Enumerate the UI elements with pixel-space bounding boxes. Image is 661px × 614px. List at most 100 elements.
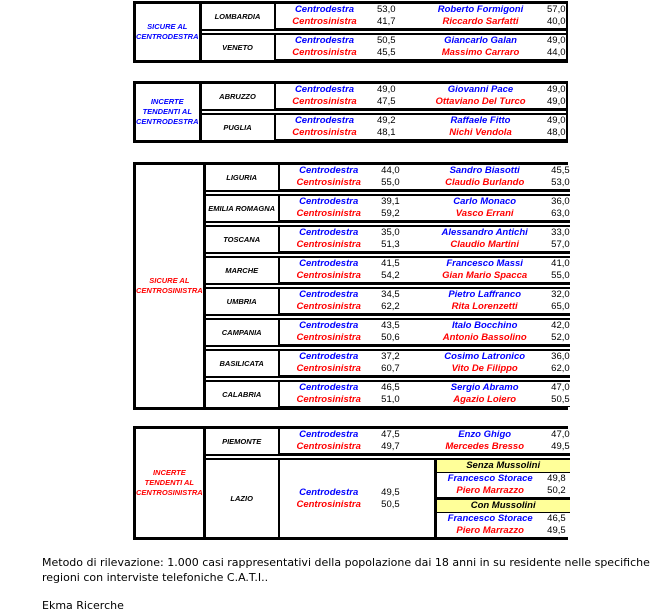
region-name: PIEMONTE: [206, 429, 280, 454]
candidate-pct: 46,5: [547, 513, 566, 524]
candidate-name: Raffaele Fitto: [450, 115, 511, 126]
coalition-pct: 47,5: [377, 96, 396, 107]
coalition-pct: 49,2: [377, 115, 396, 126]
region-box: EMILIA ROMAGNA Centrodestra 39,1 Carlo Mona…: [205, 194, 570, 223]
category-label: SICURE AL CENTROSINISTRA: [136, 165, 206, 407]
candidate-pct: 57,0: [547, 4, 566, 15]
result-row: Centrosinistra 54,2 Gian Mario Spacca 55,0: [279, 270, 570, 283]
coalition-pct: 50,5: [381, 498, 400, 510]
result-row: Centrosinistra 59,2 Vasco Errani 63,0: [279, 208, 570, 221]
region-group-block: SICURE AL CENTROSINISTRA LIGURIA Centrodes…: [133, 162, 570, 410]
region-box: PUGLIA Centrodestra 49,2 Raffaele Fitto 49,0…: [201, 113, 566, 140]
result-row: Centrodestra 41,5 Francesco Massi 41,0: [280, 258, 570, 270]
result-row: Centrodestra 49,2 Raffaele Fitto 49,0: [276, 115, 566, 127]
result-rows: Centrodestra 46,5 Sergio Abramo 47,0 Centros…: [279, 382, 570, 407]
coalition-name: Centrosinistra: [296, 363, 361, 374]
candidate-pct: 57,0: [551, 239, 570, 250]
region-box: ABRUZZO Centrodestra 49,0 Giovanni Pace 49,0…: [201, 84, 566, 111]
region-name: BASILICATA: [206, 351, 280, 376]
coalition-pct: 50,5: [377, 35, 396, 46]
coalition-pct: 43,5: [381, 320, 400, 331]
region-group-block: INCERTE TENDENTI AL CENTRODESTRA ABRUZZO C…: [133, 81, 568, 143]
candidate-pct: 50,2: [547, 485, 566, 496]
candidate-name: Claudio Martini: [450, 239, 519, 250]
coalition-name: Centrodestra: [299, 382, 359, 393]
coalition-pct: 34,5: [381, 289, 400, 300]
region-name: UMBRIA: [206, 289, 280, 314]
scenario-list: Senza Mussolini Francesco Storace 49,8 Pier…: [436, 460, 570, 537]
candidate-name: Massimo Carraro: [441, 47, 520, 58]
region-name: LAZIO: [206, 460, 280, 537]
candidate-pct: 42,0: [551, 320, 570, 331]
coalition-name: Centrosinistra: [296, 394, 361, 405]
candidate-name: Francesco Storace: [447, 473, 533, 484]
coalition-name: Centrodestra: [299, 196, 359, 207]
candidate-name: Enzo Ghigo: [458, 429, 512, 440]
region-box: BASILICATA Centrodestra 37,2 Cosimo Latroni…: [205, 349, 570, 378]
category-label: SICURE AL CENTRODESTRA: [136, 4, 202, 60]
candidate-pct: 41,0: [551, 258, 570, 269]
coalition-pct: 44,0: [381, 165, 400, 176]
candidate-pct: 48,0: [547, 127, 566, 138]
candidate-pct: 63,0: [551, 208, 570, 219]
candidate-pct: 49,5: [547, 525, 566, 536]
region-box: TOSCANA Centrodestra 35,0 Alessandro Antich…: [205, 225, 570, 254]
result-row: Centrosinistra 41,7 Riccardo Sarfatti 40,0: [275, 16, 566, 29]
region-name: VENETO: [202, 35, 276, 60]
result-rows: Centrodestra 43,5 Italo Bocchino 42,0 Centro…: [279, 320, 570, 345]
region-list: ABRUZZO Centrodestra 49,0 Giovanni Pace 49,0…: [201, 84, 566, 140]
coalition-name: Centrodestra: [294, 35, 355, 46]
coalition-name: Centrodestra: [299, 351, 359, 362]
candidate-name: Rita Lorenzetti: [451, 301, 518, 312]
result-rows: Centrodestra 50,5 Giancarlo Galan 49,0 Centr…: [275, 35, 566, 60]
coalition-name: Centrosinistra: [292, 47, 357, 58]
coalition-name: Centrosinistra: [296, 498, 361, 510]
region-box: UMBRIA Centrodestra 34,5 Pietro Laffranco 32…: [205, 287, 570, 316]
result-rows: Centrodestra 47,5 Enzo Ghigo 47,0 Centrosini…: [279, 429, 570, 454]
region-group-block: INCERTE TENDENTI AL CENTROSINISTRA PIEMON…: [133, 426, 570, 540]
coalition-pct: 55,0: [381, 177, 400, 188]
candidate-name: Riccardo Sarfatti: [442, 16, 519, 27]
scenario: Senza Mussolini Francesco Storace 49,8 Pier…: [436, 460, 570, 497]
coalition-results: Centrodestra 49,5 Centrosinistra 50,5: [280, 460, 437, 537]
result-rows: Centrodestra 49,2 Raffaele Fitto 49,0 Centro…: [275, 115, 566, 140]
coalition-pct: 51,0: [381, 394, 400, 405]
coalition-name: Centrodestra: [299, 258, 359, 269]
candidate-pct: 36,0: [551, 351, 570, 362]
result-row: Centrodestra 49,0 Giovanni Pace 49,0: [276, 84, 566, 96]
category-label: INCERTE TENDENTI AL CENTRODESTRA: [136, 84, 202, 140]
region-name: CAMPANIA: [206, 320, 280, 345]
region-name: LOMBARDIA: [202, 4, 276, 29]
result-row: Centrosinistra 55,0 Claudio Burlando 53,0: [279, 177, 570, 190]
candidate-name: Vasco Errani: [455, 208, 514, 219]
candidate-pct: 49,0: [547, 35, 566, 46]
result-row: Centrosinistra 51,3 Claudio Martini 57,0: [279, 239, 570, 252]
candidate-name: Sandro Biasotti: [449, 165, 520, 176]
region-box: LOMBARDIA Centrodestra 53,0 Roberto Formigo…: [201, 4, 566, 31]
candidate-pct: 53,0: [551, 177, 570, 188]
coalition-pct: 39,1: [381, 196, 400, 207]
result-row: Centrodestra 44,0 Sandro Biasotti 45,5: [280, 165, 570, 177]
candidate-name: Mercedes Bresso: [445, 441, 525, 452]
result-rows: Centrodestra 53,0 Roberto Formigoni 57,0 Cen…: [275, 4, 566, 29]
coalition-name: Centrosinistra: [296, 239, 361, 250]
coalition-name: Centrodestra: [294, 115, 355, 126]
result-row: Centrodestra 47,5 Enzo Ghigo 47,0: [280, 429, 570, 441]
region-group-block: SICURE AL CENTRODESTRA LOMBARDIA Centrodes…: [133, 1, 568, 63]
result-rows: Centrodestra 49,0 Giovanni Pace 49,0 Centros…: [275, 84, 566, 109]
coalition-rows: Centrodestra 49,5 Centrosinistra 50,5: [280, 487, 400, 511]
region-name: LIGURIA: [206, 165, 280, 190]
result-row: Centrodestra 37,2 Cosimo Latronico 36,0: [280, 351, 570, 363]
region-box: CAMPANIA Centrodestra 43,5 Italo Bocchino 42…: [205, 318, 570, 347]
candidate-row: Piero Marrazzo 50,2: [437, 485, 570, 497]
candidate-pct: 47,0: [551, 429, 570, 440]
candidate-name: Gian Mario Spacca: [442, 270, 528, 281]
candidate-row: Francesco Storace 46,5: [437, 513, 570, 525]
candidate-name: Vito De Filippo: [451, 363, 518, 374]
region-name: MARCHE: [206, 258, 280, 283]
region-box: VENETO Centrodestra 50,5 Giancarlo Galan 49,…: [201, 33, 566, 60]
candidate-name: Agazio Loiero: [453, 394, 517, 405]
result-rows: Centrodestra 39,1 Carlo Monaco 36,0 Centrosi…: [279, 196, 570, 221]
coalition-name: Centrosinistra: [296, 441, 361, 452]
coalition-name: Centrosinistra: [296, 301, 361, 312]
